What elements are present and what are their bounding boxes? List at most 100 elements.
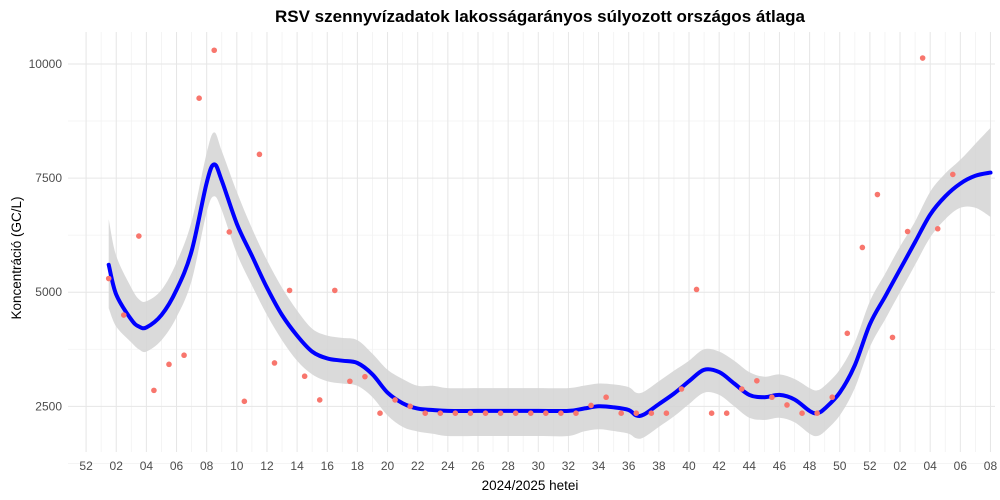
data-point — [859, 244, 866, 251]
y-axis-tick-labels: 2500 5000 7500 10000 — [29, 57, 63, 413]
data-point — [633, 410, 640, 416]
confidence-band — [108, 127, 991, 439]
x-tick-label: 18 — [351, 459, 365, 473]
data-point — [166, 361, 172, 368]
x-tick-label: 04 — [924, 459, 938, 473]
data-point — [543, 410, 549, 416]
x-tick-label: 52 — [863, 459, 877, 473]
data-point — [392, 397, 398, 403]
data-point — [618, 410, 624, 416]
x-axis-tick-labels: 52 02 04 06 08 10 12 14 16 18 20 22 24 26 28 30 32 34 36 38… — [79, 459, 997, 473]
data-point — [738, 386, 745, 392]
x-tick-label: 06 — [170, 459, 184, 473]
y-axis-label: Koncentráció (GC/L) — [9, 196, 24, 319]
data-point — [256, 151, 263, 158]
data-point — [452, 410, 459, 416]
data-point — [467, 410, 474, 416]
x-tick-label: 36 — [622, 459, 636, 473]
data-point — [497, 410, 504, 416]
data-point — [708, 410, 715, 416]
data-point — [271, 360, 278, 366]
data-point — [784, 402, 790, 408]
x-tick-label: 40 — [682, 459, 696, 473]
y-tick-label: 10000 — [29, 57, 63, 71]
data-point — [286, 287, 293, 294]
data-point — [663, 410, 670, 416]
data-point — [422, 410, 429, 416]
y-tick-label: 7500 — [35, 171, 62, 185]
x-tick-label: 28 — [501, 459, 515, 473]
data-point — [904, 228, 911, 235]
data-point — [120, 312, 127, 318]
x-tick-label: 02 — [893, 459, 907, 473]
data-point — [482, 410, 489, 416]
data-points — [105, 47, 956, 416]
data-point — [844, 330, 851, 337]
x-tick-label: 20 — [381, 459, 395, 473]
x-axis-label: 2024/2025 hetei — [482, 478, 579, 493]
data-point — [678, 386, 685, 392]
data-point — [814, 410, 820, 416]
x-tick-label: 06 — [954, 459, 968, 473]
data-point — [211, 47, 218, 54]
x-tick-label: 48 — [803, 459, 817, 473]
data-point — [196, 95, 202, 101]
data-point — [949, 171, 956, 178]
data-point — [512, 410, 519, 416]
x-tick-label: 02 — [110, 459, 124, 473]
data-point — [693, 286, 700, 293]
data-point — [769, 394, 775, 401]
data-point — [241, 398, 248, 405]
x-tick-label: 24 — [441, 459, 455, 473]
x-tick-label: 04 — [140, 459, 154, 473]
data-point — [151, 387, 157, 394]
x-tick-label: 08 — [200, 459, 214, 473]
x-tick-label: 32 — [562, 459, 576, 473]
data-point — [723, 410, 730, 416]
x-tick-label: 08 — [984, 459, 998, 473]
x-tick-label: 52 — [79, 459, 93, 473]
chart-title: RSV szennyvízadatok lakosságarányos súly… — [275, 7, 806, 26]
data-point — [874, 191, 881, 198]
x-tick-label: 42 — [712, 459, 726, 473]
data-point — [919, 55, 926, 61]
data-point — [136, 233, 142, 239]
data-point — [754, 377, 760, 384]
data-point — [362, 373, 368, 380]
data-point — [407, 403, 413, 410]
data-point — [889, 334, 896, 341]
x-tick-label: 46 — [773, 459, 787, 473]
data-point — [181, 352, 187, 359]
x-tick-label: 44 — [743, 459, 757, 473]
x-tick-label: 50 — [833, 459, 847, 473]
data-point — [331, 287, 338, 294]
x-tick-label: 12 — [260, 459, 274, 473]
y-tick-label: 5000 — [35, 285, 62, 299]
data-point — [527, 410, 534, 416]
y-tick-label: 2500 — [35, 399, 62, 413]
data-point — [558, 410, 564, 416]
data-point — [648, 410, 655, 416]
data-point — [105, 275, 112, 282]
x-tick-label: 34 — [592, 459, 606, 473]
x-tick-label: 38 — [652, 459, 666, 473]
x-tick-label: 10 — [230, 459, 244, 473]
x-tick-label: 22 — [411, 459, 425, 473]
data-point — [377, 410, 383, 416]
data-point — [437, 410, 444, 416]
data-point — [316, 397, 323, 403]
smoothed-trend-line — [106, 162, 993, 419]
x-tick-label: 16 — [321, 459, 335, 473]
data-point — [573, 410, 579, 416]
data-point — [829, 394, 836, 401]
x-tick-label: 30 — [532, 459, 546, 473]
data-point — [588, 402, 594, 409]
data-point — [226, 229, 233, 235]
x-tick-label: 14 — [290, 459, 304, 473]
x-tick-label: 26 — [471, 459, 485, 473]
data-point — [347, 378, 353, 385]
data-point — [603, 394, 609, 401]
data-point — [301, 373, 308, 380]
data-point — [934, 225, 941, 232]
